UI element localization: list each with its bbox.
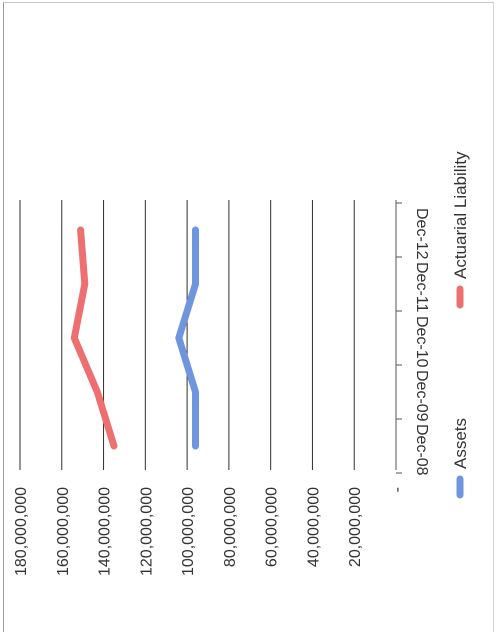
category-axis <box>395 200 402 474</box>
page-border <box>3 2 494 632</box>
value-tick-label: 180,000,000 <box>13 487 30 576</box>
category-tick-label: Dec-10 <box>413 316 430 368</box>
category-tick-label: Dec-08 <box>413 424 430 476</box>
legend-label: Actuarial Liability <box>451 151 470 279</box>
category-tick-label: Dec-12 <box>413 208 430 260</box>
value-tick-label: 40,000,000 <box>305 487 322 567</box>
series-lines <box>70 226 199 450</box>
value-tick-label: 160,000,000 <box>55 487 72 576</box>
series-line-assets <box>175 226 199 450</box>
value-tick-label: 60,000,000 <box>264 487 281 567</box>
legend-label: Assets <box>451 418 470 469</box>
value-tick-labels: - 20,000,000 40,000,000 60,000,000 80,000,00… <box>13 487 406 576</box>
value-tick-label: 140,000,000 <box>97 487 114 576</box>
legend: Assets Actuarial Liability <box>451 151 470 499</box>
category-tick-label: Dec-09 <box>413 370 430 422</box>
value-tick-label: 120,000,000 <box>138 487 155 576</box>
series-line-actuarial-liability <box>70 226 118 450</box>
value-tick-label: 80,000,000 <box>222 487 239 567</box>
value-tick-label: 100,000,000 <box>180 487 197 576</box>
value-tick-label: 20,000,000 <box>347 487 364 567</box>
category-tick-labels: Dec-08 Dec-09 Dec-10 Dec-11 Dec-12 <box>413 208 430 476</box>
value-tick-label: - <box>389 487 406 492</box>
category-tick-label: Dec-11 <box>413 262 430 312</box>
gridlines <box>19 200 355 470</box>
